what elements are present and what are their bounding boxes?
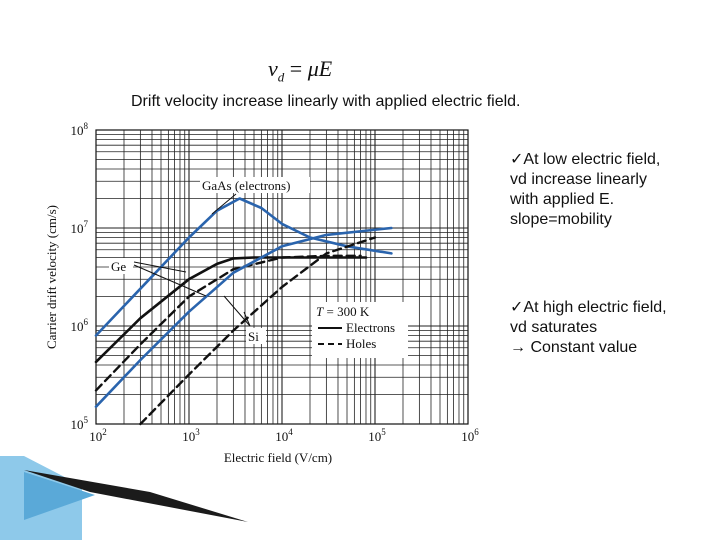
annotation-ge: Ge [111, 259, 126, 274]
series-line-si-electrons [94, 226, 393, 409]
note-line: ✓At low electric field, [510, 151, 661, 168]
note-high-field: ✓At high electric field, vd saturates → … [510, 298, 667, 358]
note-line: ✓At high electric field, [510, 299, 667, 316]
annotation-arrow [133, 264, 207, 297]
legend-title: T = 300 K [316, 304, 370, 319]
note-line: vd increase linearly [510, 171, 647, 188]
y-axis-label: Carrier drift velocity (cm/s) [44, 205, 59, 349]
annotation-bg [200, 177, 310, 193]
legend-label: Holes [346, 336, 376, 351]
annotation-gaas: GaAs (electrons) [202, 178, 290, 193]
legend-label: Electrons [346, 320, 395, 335]
x-tick-label: 104 [275, 427, 293, 444]
note-line: with applied E. [510, 191, 615, 208]
annotation-si: Si [248, 329, 259, 344]
note-line: vd saturates [510, 319, 598, 336]
y-tick-label: 106 [71, 317, 89, 334]
series-line-gaas-electrons [94, 197, 393, 337]
x-tick-label: 103 [182, 427, 200, 444]
slide-headline: Drift velocity increase linearly with ap… [131, 93, 521, 110]
annotation-arrow [243, 311, 251, 327]
annotation-arrow [133, 261, 187, 273]
x-axis-label: Electric field (V/cm) [224, 450, 332, 465]
corner-ribbon-mid [24, 472, 95, 520]
x-tick-label: 105 [368, 427, 386, 444]
series-line-si-holes [139, 236, 377, 426]
annotation-arrow [223, 295, 251, 327]
annotation-bg [109, 258, 133, 274]
legend-box [312, 302, 408, 358]
annotation-bg [246, 328, 266, 344]
annotation-arrow [211, 193, 237, 215]
x-tick-label: 102 [89, 427, 107, 444]
drift-velocity-formula: vd = μE [268, 56, 333, 85]
series-line-ge-holes [94, 254, 362, 392]
x-tick-label: 106 [461, 427, 479, 444]
y-tick-label: 108 [71, 121, 89, 138]
corner-ribbon-dark [24, 470, 248, 522]
note-low-field: ✓At low electric field, vd increase line… [510, 150, 660, 230]
y-tick-label: 107 [71, 219, 89, 236]
note-line: slope=mobility [510, 211, 612, 228]
note-line: → Constant value [510, 339, 638, 356]
y-tick-label: 105 [71, 415, 89, 432]
